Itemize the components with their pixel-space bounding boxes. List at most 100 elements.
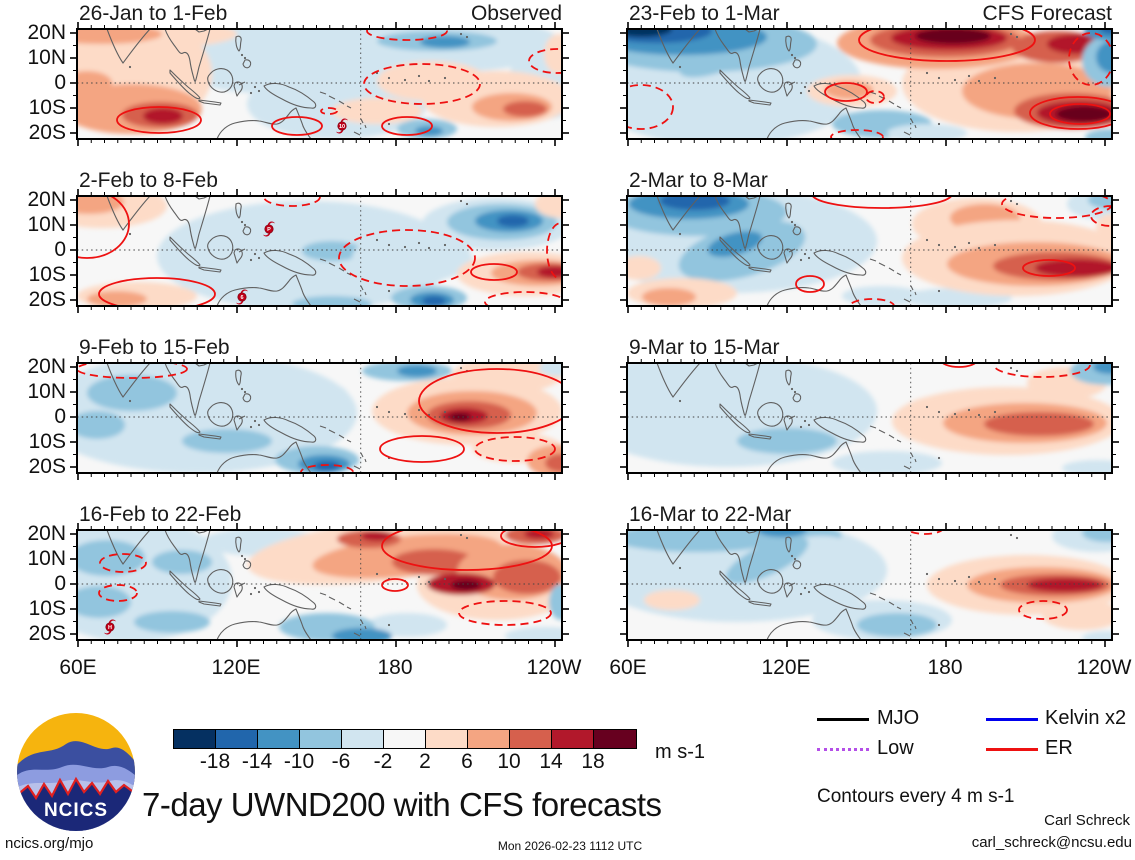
legend-label-low: Low [877,737,914,759]
ncics-logo-graphic: NCICS [17,713,135,831]
timestamp: Mon 2026-02-23 1112 UTC [497,839,643,853]
y-axis-label: 10S [28,597,66,620]
ncics-logo-text: NCICS [44,800,108,821]
y-axis-label: 20N [27,355,66,378]
map-panel-graphic-R3 [620,356,1119,480]
colorbar-cell [594,730,636,748]
panel-tag-L1: Observed [470,2,562,25]
map-panel-R1 [617,19,1122,149]
figure-title: 7-day UWND200 with CFS forecasts [142,786,662,823]
map-panel-R3 [617,353,1122,483]
svg-text:10: 10 [339,124,345,130]
y-axis-label: 0 [54,71,66,94]
cyclone-symbol: H [104,619,116,635]
author-email[interactable]: carl_schreck@ncsu.edu [971,834,1132,851]
cyclone-symbol: 6 [236,289,248,305]
colorbar-unit-label: m s-1 [655,741,705,763]
contour-interval-note: Contours every 4 m s-1 [817,786,1015,807]
legend-line-er [986,748,1038,751]
map-panel-graphic-R4 [620,523,1119,647]
map-panel-L1: 10 [67,19,572,149]
map-panel-R4 [617,520,1122,650]
y-axis-label: 20N [27,522,66,545]
legend-label-kelvin-x2: Kelvin x2 [1045,707,1127,729]
colorbar-tick-label: 18 [581,750,605,773]
x-axis-label: 180 [377,656,413,679]
map-panel-graphic-R1 [620,22,1119,146]
panel-title-L4: 16-Feb to 22-Feb [79,503,242,526]
colorbar-cell [216,730,258,748]
panel-tag-R1: CFS Forecast [982,2,1112,25]
y-axis-label: 10S [28,263,66,286]
y-axis-label: 20S [28,288,66,311]
y-axis-label: 10N [27,380,66,403]
y-axis-label: 20N [27,188,66,211]
colorbar-cell [258,730,300,748]
cyclone-symbol: P [263,221,275,237]
panel-title-L1: 26-Jan to 1-Feb [79,2,228,25]
map-panel-graphic-L4: H [70,523,569,647]
legend-line-kelvin-x2 [986,718,1038,721]
map-panel-graphic-L1: 10 [70,22,569,146]
website-link[interactable]: ncics.org/mjo [5,835,94,852]
colorbar-tick-label: -10 [283,750,315,773]
map-panel-graphic-L2: P6 [70,189,569,313]
x-axis-label: 120W [1076,656,1132,679]
colorbar-tick-label: 10 [497,750,521,773]
svg-text:P: P [267,227,271,233]
colorbar-tick-label: 14 [539,750,563,773]
colorbar-cell [552,730,594,748]
y-axis-label: 10S [28,430,66,453]
panel-title-L3: 9-Feb to 15-Feb [79,336,230,359]
colorbar-cell [426,730,468,748]
legend-label-er: ER [1045,737,1073,759]
legend-line-mjo [817,718,869,721]
panel-title-R3: 9-Mar to 15-Mar [629,336,780,359]
y-axis-label: 10N [27,46,66,69]
colorbar [173,729,637,749]
svg-text:H: H [108,625,112,631]
x-axis-label: 120E [211,656,261,679]
colorbar-tick-label: -14 [241,750,273,773]
legend-label-mjo: MJO [877,707,920,729]
map-panel-graphic-R2 [620,189,1119,313]
x-axis-label: 60E [59,656,97,679]
y-axis-label: 0 [54,405,66,428]
map-panel-L4: H [67,520,572,650]
map-panel-graphic-L3 [70,356,569,480]
colorbar-tick-label: 6 [461,750,473,773]
colorbar-tick-label: 2 [419,750,431,773]
y-axis-label: 10N [27,547,66,570]
panel-title-R1: 23-Feb to 1-Mar [629,2,780,25]
x-axis-label: 120E [761,656,811,679]
map-panel-L3 [67,353,572,483]
panel-title-R4: 16-Mar to 22-Mar [629,503,792,526]
y-axis-label: 0 [54,238,66,261]
y-axis-label: 20N [27,21,66,44]
y-axis-label: 20S [28,622,66,645]
panel-title-R2: 2-Mar to 8-Mar [629,169,768,192]
y-axis-label: 10N [27,213,66,236]
ncics-logo: NCICS [14,710,138,834]
y-axis-label: 20S [28,121,66,144]
panel-title-L2: 2-Feb to 8-Feb [79,169,218,192]
cyclone-symbol: 10 [336,118,348,134]
author-name: Carl Schreck [1044,812,1130,829]
x-axis-label: 120W [526,656,582,679]
colorbar-tick-label: -6 [331,750,351,773]
colorbar-cell [510,730,552,748]
y-axis-label: 0 [54,572,66,595]
colorbar-cell [300,730,342,748]
colorbar-tick-label: -18 [199,750,231,773]
y-axis-label: 10S [28,96,66,119]
colorbar-cell [174,730,216,748]
x-axis-label: 180 [927,656,963,679]
legend-line-low [817,748,869,751]
colorbar-cell [342,730,384,748]
map-panel-R2 [617,186,1122,316]
colorbar-cell [468,730,510,748]
colorbar-cell [384,730,426,748]
